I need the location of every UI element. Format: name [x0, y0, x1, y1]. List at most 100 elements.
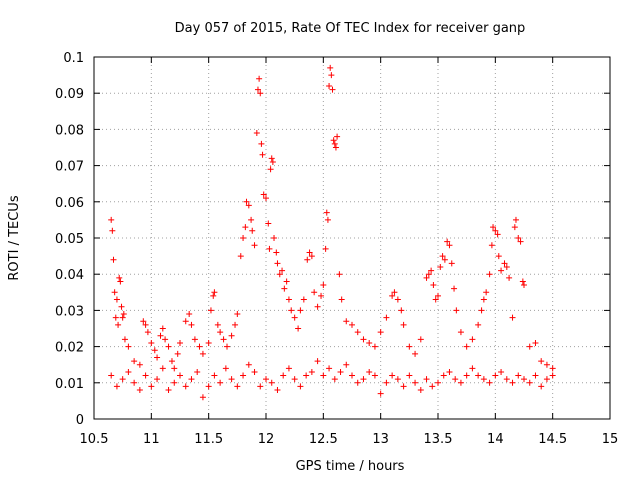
data-point: [504, 376, 510, 382]
data-point: [464, 344, 470, 350]
data-point: [320, 373, 326, 379]
data-point: [121, 311, 127, 317]
x-tick-label: 14.5: [538, 432, 567, 447]
y-tick-label: 0.1: [63, 51, 84, 66]
data-point: [114, 383, 120, 389]
data-point: [544, 376, 550, 382]
data-point: [137, 362, 143, 368]
data-point: [194, 369, 200, 375]
y-axis-label: ROTI / TECUs: [7, 195, 22, 280]
data-point: [418, 336, 424, 342]
data-point: [406, 344, 412, 350]
data-point: [327, 65, 333, 71]
data-point: [451, 286, 457, 292]
data-point: [269, 155, 275, 161]
data-point: [489, 242, 495, 248]
data-point: [550, 373, 556, 379]
x-tick-label: 13.5: [424, 432, 453, 447]
data-point: [483, 289, 489, 295]
data-point: [281, 286, 287, 292]
data-point: [339, 297, 345, 303]
data-point: [453, 307, 459, 313]
data-point: [152, 347, 158, 353]
data-point: [112, 289, 118, 295]
data-point: [120, 376, 126, 382]
data-point: [217, 329, 223, 335]
data-point: [188, 376, 194, 382]
data-point: [188, 322, 194, 328]
data-point: [249, 228, 255, 234]
data-point: [131, 358, 137, 364]
data-point: [192, 336, 198, 342]
data-point: [464, 373, 470, 379]
data-point: [263, 376, 269, 382]
data-point: [513, 217, 519, 223]
data-point: [532, 373, 538, 379]
data-point: [301, 297, 307, 303]
data-point: [498, 369, 504, 375]
data-point: [326, 83, 332, 89]
data-point: [304, 257, 310, 263]
data-point: [208, 307, 214, 313]
data-point: [200, 351, 206, 357]
data-point: [332, 141, 338, 147]
data-point: [240, 235, 246, 241]
data-point: [378, 329, 384, 335]
data-point: [148, 340, 154, 346]
data-point: [515, 373, 521, 379]
data-point: [520, 278, 526, 284]
data-point: [110, 257, 116, 263]
data-point: [109, 228, 115, 234]
data-point: [297, 383, 303, 389]
x-tick-label: 11: [143, 432, 160, 447]
data-point: [158, 333, 164, 339]
data-point: [366, 369, 372, 375]
data-point: [211, 289, 217, 295]
data-point: [378, 391, 384, 397]
data-point: [271, 235, 277, 241]
data-point: [143, 373, 149, 379]
data-point: [154, 376, 160, 382]
data-point: [224, 344, 230, 350]
data-point: [131, 380, 137, 386]
data-point: [210, 293, 216, 299]
data-point: [292, 315, 298, 321]
data-point: [424, 376, 430, 382]
data-point: [326, 365, 332, 371]
y-tick-label: 0.06: [55, 196, 84, 211]
chart-title: Day 057 of 2015, Rate Of TEC Index for r…: [175, 21, 526, 36]
data-point: [492, 373, 498, 379]
data-point: [496, 253, 502, 259]
data-point: [119, 304, 125, 310]
data-point: [252, 242, 258, 248]
data-point: [232, 322, 238, 328]
data-point: [320, 282, 326, 288]
data-point: [288, 307, 294, 313]
data-point: [372, 344, 378, 350]
data-point: [274, 260, 280, 266]
data-point: [449, 260, 455, 266]
grid-lines: [94, 57, 610, 419]
data-point: [527, 380, 533, 386]
data-point: [355, 380, 361, 386]
data-point: [506, 275, 512, 281]
data-point: [510, 315, 516, 321]
data-point: [269, 380, 275, 386]
data-point: [115, 322, 121, 328]
y-tick-label: 0.05: [55, 232, 84, 247]
data-point: [206, 340, 212, 346]
data-point: [521, 282, 527, 288]
data-points: [108, 65, 555, 400]
data-point: [452, 376, 458, 382]
data-point: [435, 380, 441, 386]
y-tick-label: 0.08: [55, 123, 84, 138]
data-point: [284, 278, 290, 284]
data-point: [154, 354, 160, 360]
data-point: [487, 380, 493, 386]
y-tick-label: 0.02: [55, 341, 84, 356]
data-point: [479, 307, 485, 313]
data-point: [475, 322, 481, 328]
data-point: [200, 394, 206, 400]
data-point: [512, 224, 518, 230]
data-point: [117, 278, 123, 284]
